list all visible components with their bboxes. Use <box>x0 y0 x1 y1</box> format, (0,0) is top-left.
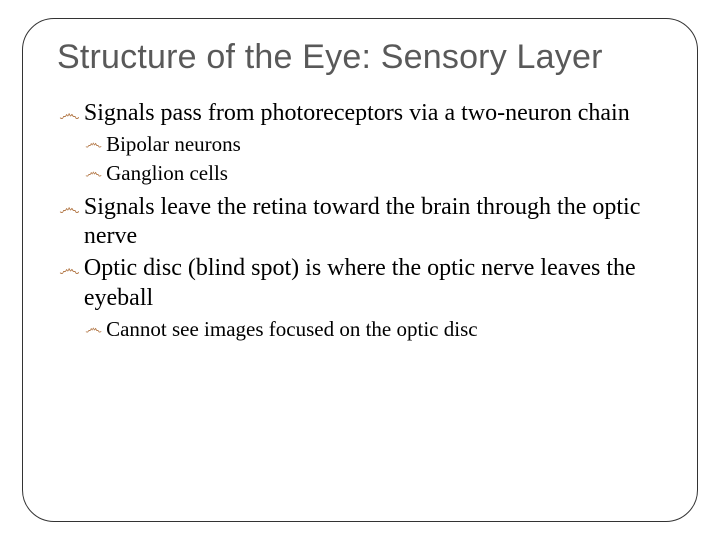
bullet-level2: ෴Bipolar neurons <box>85 131 663 158</box>
list-item: ෴Optic disc (blind spot) is where the op… <box>59 254 663 314</box>
slide-frame: Structure of the Eye: Sensory Layer ෴Sig… <box>22 18 698 522</box>
bullet-level1: ෴Signals pass from photoreceptors via a … <box>59 99 663 129</box>
list-item: ෴Ganglion cells <box>85 160 663 187</box>
list-item: ෴Signals pass from photoreceptors via a … <box>59 99 663 129</box>
bullet-text: Ganglion cells <box>106 160 228 187</box>
bullet-level1: ෴Signals leave the retina toward the bra… <box>59 193 663 253</box>
bullet-level1: ෴Optic disc (blind spot) is where the op… <box>59 254 663 314</box>
swirl-bullet-icon: ෴ <box>59 197 80 219</box>
swirl-bullet-icon: ෴ <box>85 134 102 152</box>
list-item: ෴Cannot see images focused on the optic … <box>85 316 663 343</box>
slide-title: Structure of the Eye: Sensory Layer <box>57 37 663 77</box>
swirl-bullet-icon: ෴ <box>59 103 80 125</box>
bullet-list: ෴Signals pass from photoreceptors via a … <box>57 99 663 342</box>
bullet-text: Bipolar neurons <box>106 131 241 158</box>
bullet-text: Signals pass from photoreceptors via a t… <box>84 99 630 129</box>
bullet-text: Signals leave the retina toward the brai… <box>84 193 663 253</box>
swirl-bullet-icon: ෴ <box>59 258 80 280</box>
list-item: ෴Bipolar neurons <box>85 131 663 158</box>
bullet-text: Optic disc (blind spot) is where the opt… <box>84 254 663 314</box>
slide: Structure of the Eye: Sensory Layer ෴Sig… <box>0 0 720 540</box>
swirl-bullet-icon: ෴ <box>85 319 102 337</box>
bullet-text: Cannot see images focused on the optic d… <box>106 316 478 343</box>
bullet-level2: ෴Ganglion cells <box>85 160 663 187</box>
list-item: ෴Signals leave the retina toward the bra… <box>59 193 663 253</box>
bullet-level2: ෴Cannot see images focused on the optic … <box>85 316 663 343</box>
swirl-bullet-icon: ෴ <box>85 163 102 181</box>
